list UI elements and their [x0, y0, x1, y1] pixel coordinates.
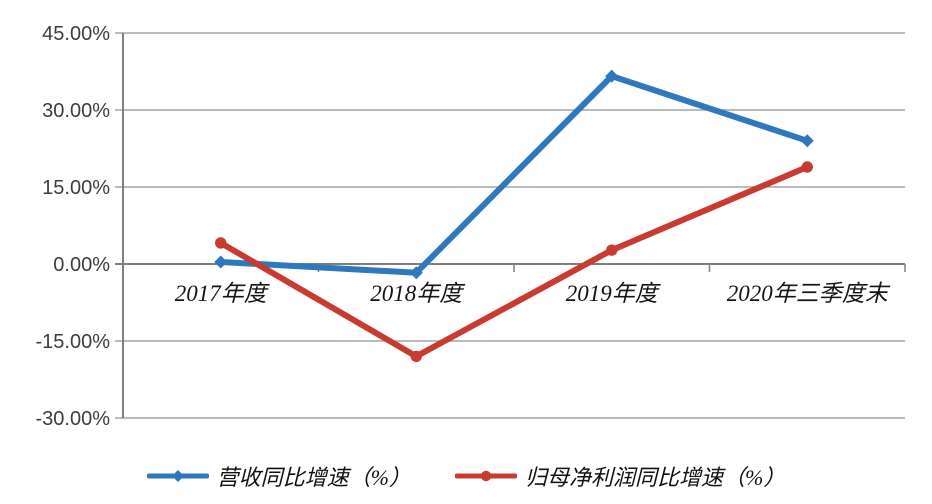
series-0 [214, 69, 814, 280]
series-line [217, 73, 811, 276]
data-point-marker [801, 161, 813, 173]
data-point-marker [480, 470, 492, 482]
data-point-marker [215, 237, 227, 249]
legend-item-net-profit-growth: 归母净利润同比增速（%） [455, 460, 785, 492]
y-tick-label: -30.00% [36, 408, 111, 430]
legend-line-sample-revenue [146, 470, 209, 482]
y-tick-label: 15.00% [42, 177, 110, 199]
series-line [217, 163, 811, 360]
series-1 [215, 161, 813, 363]
data-point-marker [605, 69, 619, 83]
data-point-marker [800, 134, 814, 148]
y-tick-label: -15.00% [36, 331, 111, 353]
data-point-marker [410, 350, 422, 363]
legend: 营收同比增速（%） 归母净利润同比增速（%） [0, 448, 932, 504]
data-point-marker [214, 255, 228, 269]
y-tick-label: 30.00% [42, 100, 110, 122]
legend-label-net-profit-growth: 归母净利润同比增速（%） [525, 465, 786, 490]
legend-line-sample-net-profit [455, 470, 517, 482]
chart-canvas: 45.00% 30.00% 15.00% 0.00% -15.00% -30.00% 201… [36, 23, 906, 430]
x-axis-label: 2018年度 [370, 281, 466, 306]
x-axis-label: 2019年度 [566, 281, 662, 306]
y-tick-label: 45.00% [42, 23, 110, 45]
legend-label-revenue-growth: 营收同比增速（%） [216, 465, 411, 490]
legend-item-revenue-growth: 营收同比增速（%） [146, 460, 411, 492]
x-axis-label: 2020年三季度末 [727, 281, 891, 306]
data-point-marker [606, 244, 618, 256]
data-point-marker [171, 470, 184, 482]
y-tick-label: 0.00% [53, 254, 110, 276]
x-axis-label: 2017年度 [175, 281, 271, 306]
data-point-marker [409, 266, 423, 280]
